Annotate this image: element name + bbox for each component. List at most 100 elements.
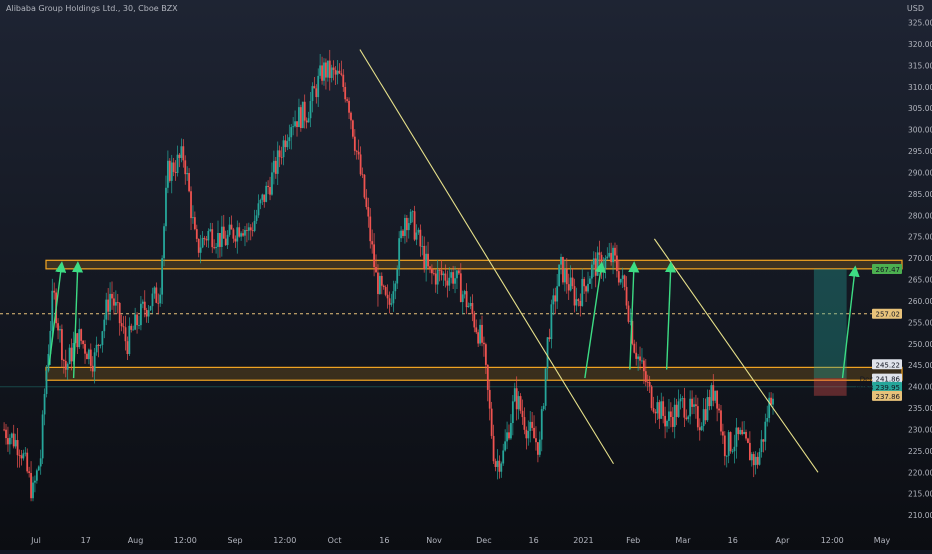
candle-body: [459, 273, 462, 303]
position-stop-zone[interactable]: [813, 378, 847, 396]
candle-body: [677, 401, 680, 417]
candle-body: [587, 283, 589, 292]
candle-body: [124, 327, 127, 342]
price-tick-label: 305.00: [908, 104, 932, 113]
candle-body: [315, 88, 318, 98]
candle-body: [436, 269, 439, 285]
candle-body: [246, 229, 248, 231]
price-tick-label: 275.00: [908, 233, 932, 242]
candle-body: [562, 256, 564, 283]
candle-body: [151, 293, 154, 307]
price-tick-label: 240.00: [908, 383, 932, 392]
candle-body: [14, 440, 17, 447]
candle-body: [569, 277, 572, 291]
candle-body: [284, 140, 287, 148]
candle-body: [752, 454, 755, 466]
candle-body: [438, 269, 441, 271]
candle-body: [199, 247, 202, 253]
candle-body: [76, 333, 79, 348]
candle-body: [224, 238, 227, 246]
candle-body: [80, 329, 83, 341]
candle-body: [405, 217, 408, 231]
candle-body: [471, 302, 474, 315]
candle-body: [729, 432, 732, 452]
candle-body: [577, 299, 580, 301]
trendline[interactable]: [653, 238, 819, 473]
chart-title: Alibaba Group Holdings Ltd., 30, Cboe BZ…: [6, 4, 178, 13]
candle-body: [454, 278, 456, 284]
arrow-annotation[interactable]: [664, 261, 677, 370]
price-tick-label: 235.00: [908, 404, 932, 413]
arrow-annotation[interactable]: [71, 261, 84, 379]
candle-body: [619, 278, 622, 283]
arrow-annotation[interactable]: [48, 261, 67, 366]
candle-body: [535, 438, 537, 443]
candle-body: [429, 266, 431, 269]
support-resistance-zone[interactable]: [45, 366, 903, 381]
candle-body: [529, 421, 532, 431]
candle-body: [326, 60, 329, 78]
candle-body: [648, 381, 651, 387]
time-tick-label: Jul: [30, 536, 41, 545]
candle-body: [492, 435, 495, 462]
candle-body: [716, 390, 719, 409]
candle-body: [589, 278, 591, 284]
candle-body: [527, 430, 530, 439]
candle-body: [373, 244, 375, 267]
candle-body: [754, 456, 757, 466]
candle-body: [251, 230, 254, 232]
candle-body: [39, 458, 42, 467]
time-tick-label: Oct: [328, 536, 342, 545]
candle-body: [18, 455, 21, 456]
time-tick-label: Mar: [675, 536, 691, 545]
candle-body: [280, 156, 283, 158]
candle-body: [432, 273, 435, 275]
arrow-annotation[interactable]: [584, 261, 606, 379]
candle-body: [62, 359, 65, 361]
candle-body: [477, 332, 480, 344]
price-tick-label: 255.00: [908, 318, 932, 327]
price-tick-label: 270.00: [908, 254, 932, 263]
arrow-annotation[interactable]: [628, 261, 640, 370]
candle-body: [490, 408, 493, 436]
candle-body: [332, 67, 335, 70]
candle-body: [585, 286, 587, 292]
candle-body: [82, 340, 85, 345]
support-resistance-zone[interactable]: [45, 259, 903, 270]
price-tick-label: 295.00: [908, 147, 932, 156]
price-label: 24:58 239.95: [853, 384, 900, 392]
price-tick-label: 220.00: [908, 468, 932, 477]
position-target-zone[interactable]: [813, 268, 847, 379]
candle-body: [698, 427, 701, 431]
candle-body: [718, 408, 720, 411]
candle-body: [702, 409, 705, 427]
candle-body: [357, 151, 360, 155]
candle-body: [228, 224, 231, 235]
candle-body: [772, 398, 774, 405]
candle-body: [515, 388, 518, 410]
candle-body: [558, 264, 560, 287]
candle-body: [253, 220, 256, 231]
currency-label: USD: [906, 4, 924, 13]
candle-body: [519, 396, 522, 411]
candle-body: [197, 238, 200, 253]
candle-body: [309, 101, 312, 119]
candle-body: [542, 405, 545, 410]
candle-body: [540, 409, 543, 440]
candle-body: [209, 229, 212, 231]
arrow-annotation[interactable]: [841, 265, 860, 379]
candle-body: [743, 431, 746, 435]
candle-body: [625, 286, 628, 306]
candle-body: [457, 270, 460, 274]
candle-body: [511, 401, 514, 424]
candle-body: [299, 107, 302, 128]
candle-body: [756, 456, 759, 465]
candle-body: [103, 319, 106, 332]
trendline[interactable]: [359, 49, 614, 465]
candle-body: [658, 402, 661, 419]
candle-body: [502, 450, 505, 464]
candle-body: [642, 360, 645, 372]
